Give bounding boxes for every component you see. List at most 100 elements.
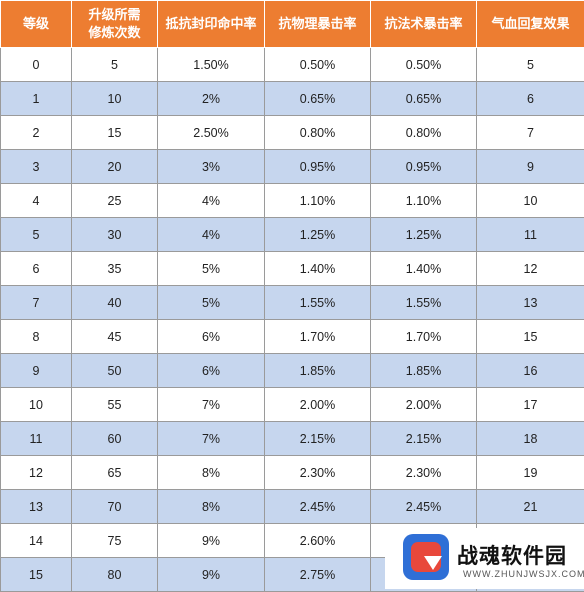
cell-upgrade-count: 45 [72,320,158,354]
cell-seal-resist: 7% [158,388,265,422]
cell-hp-recovery: 17 [477,388,584,422]
cell-level: 2 [1,116,72,150]
cell-upgrade-count: 60 [72,422,158,456]
watermark-title: 战魂软件园 [457,540,567,570]
cell-physical-crit-resist: 2.00% [265,388,371,422]
cell-hp-recovery: 16 [477,354,584,388]
cell-physical-crit-resist: 2.15% [265,422,371,456]
cell-level: 12 [1,456,72,490]
cell-level: 13 [1,490,72,524]
cell-level: 14 [1,524,72,558]
cell-upgrade-count: 50 [72,354,158,388]
cell-upgrade-count: 15 [72,116,158,150]
cell-upgrade-count: 5 [72,48,158,82]
cell-level: 6 [1,252,72,286]
cell-hp-recovery: 19 [477,456,584,490]
cell-physical-crit-resist: 2.75% [265,558,371,592]
cell-seal-resist: 7% [158,422,265,456]
cell-physical-crit-resist: 0.95% [265,150,371,184]
cell-upgrade-count: 75 [72,524,158,558]
cell-physical-crit-resist: 2.30% [265,456,371,490]
cell-physical-crit-resist: 1.85% [265,354,371,388]
cell-seal-resist: 2.50% [158,116,265,150]
cell-physical-crit-resist: 1.40% [265,252,371,286]
cell-level: 11 [1,422,72,456]
cell-upgrade-count: 70 [72,490,158,524]
cell-level: 15 [1,558,72,592]
cell-seal-resist: 9% [158,524,265,558]
cell-seal-resist: 8% [158,490,265,524]
header-upgrade-count-line2: 修炼次数 [74,24,155,42]
cell-physical-crit-resist: 0.80% [265,116,371,150]
cell-hp-recovery: 10 [477,184,584,218]
cell-level: 5 [1,218,72,252]
cell-upgrade-count: 65 [72,456,158,490]
cell-upgrade-count: 30 [72,218,158,252]
header-hp-recovery: 气血回复效果 [477,1,584,48]
cell-hp-recovery: 6 [477,82,584,116]
cell-seal-resist: 5% [158,252,265,286]
cell-hp-recovery: 21 [477,490,584,524]
cell-hp-recovery: 15 [477,320,584,354]
cell-seal-resist: 4% [158,184,265,218]
cell-hp-recovery: 7 [477,116,584,150]
cell-physical-crit-resist: 1.10% [265,184,371,218]
cell-upgrade-count: 10 [72,82,158,116]
cell-level: 4 [1,184,72,218]
cell-upgrade-count: 25 [72,184,158,218]
cell-seal-resist: 8% [158,456,265,490]
cell-physical-crit-resist: 0.50% [265,48,371,82]
cell-level: 8 [1,320,72,354]
cell-level: 1 [1,82,72,116]
cell-level: 10 [1,388,72,422]
header-seal-resist: 抵抗封印命中率 [158,1,265,48]
cell-hp-recovery: 18 [477,422,584,456]
header-row: 等级 升级所需 修炼次数 抵抗封印命中率 抗物理暴击率 抗法术暴击率 气血回复效… [1,1,584,48]
cell-seal-resist: 6% [158,320,265,354]
cell-level: 7 [1,286,72,320]
cell-magic-crit-resist: 1.85% [371,354,477,388]
cell-physical-crit-resist: 2.45% [265,490,371,524]
cell-magic-crit-resist: 1.55% [371,286,477,320]
cell-hp-recovery: 11 [477,218,584,252]
cell-hp-recovery: 13 [477,286,584,320]
cell-seal-resist: 1.50% [158,48,265,82]
header-magic-crit-resist: 抗法术暴击率 [371,1,477,48]
cell-hp-recovery: 5 [477,48,584,82]
cell-upgrade-count: 35 [72,252,158,286]
cell-magic-crit-resist: 1.40% [371,252,477,286]
watermark-url: WWW.ZHUNJWSJX.COM [463,569,584,579]
cell-level: 9 [1,354,72,388]
cell-seal-resist: 5% [158,286,265,320]
cell-hp-recovery: 9 [477,150,584,184]
header-level: 等级 [1,1,72,48]
cell-level: 0 [1,48,72,82]
cell-seal-resist: 4% [158,218,265,252]
cell-magic-crit-resist: 2.45% [371,490,477,524]
cell-magic-crit-resist: 2.30% [371,456,477,490]
cell-upgrade-count: 55 [72,388,158,422]
cell-magic-crit-resist: 0.95% [371,150,477,184]
watermark-logo-icon [403,534,449,580]
cell-magic-crit-resist: 1.10% [371,184,477,218]
cell-magic-crit-resist: 0.50% [371,48,477,82]
cell-magic-crit-resist: 1.25% [371,218,477,252]
cell-upgrade-count: 80 [72,558,158,592]
cell-upgrade-count: 40 [72,286,158,320]
header-physical-crit-resist: 抗物理暴击率 [265,1,371,48]
cell-physical-crit-resist: 0.65% [265,82,371,116]
cell-seal-resist: 6% [158,354,265,388]
